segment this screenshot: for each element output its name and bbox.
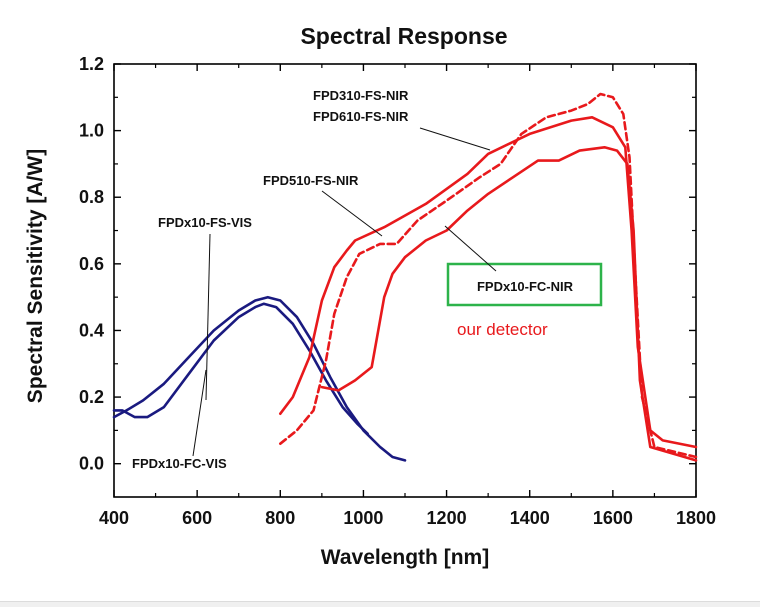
leader-fpd310-fpd610 [419,127,491,151]
leader-fpdx10-fc-vis [192,369,207,457]
series-layer [112,92,698,462]
window-bottom-strip [0,601,760,607]
annotation-layer: FPD310-FS-NIR FPD610-FS-NIR FPD510-FS-NIR F… [132,88,603,471]
annotation-fpd610-fs-nir: FPD610-FS-NIR [313,109,409,124]
y-axis-label: Spectral Sensitivity [A/W] [24,149,47,403]
x-tick-label: 600 [182,508,212,528]
x-tick-label: 800 [265,508,295,528]
leader-fpd510 [321,190,383,237]
plot-area [113,63,697,498]
highlight-box-fpdx10-fc-nir [446,262,603,307]
x-tick-label: 1200 [427,508,467,528]
x-tick-label: 1600 [593,508,633,528]
annotation-fpdx10-fc-vis: FPDx10-FC-VIS [132,456,227,471]
y-tick-label: 0.6 [79,254,104,274]
series-line-2 [112,302,369,435]
y-tick-label: 0.4 [79,320,104,340]
annotation-fpdx10-fs-vis: FPDx10-FS-VIS [158,215,252,230]
annotation-fpd310-fs-nir: FPD310-FS-NIR [313,88,409,103]
annotation-fpd510-fs-nir: FPD510-FS-NIR [263,173,359,188]
y-tick-label: 0.2 [79,387,104,407]
series-line-4 [279,92,698,459]
x-tick-label: 1000 [343,508,383,528]
annotation-fpdx10-fc-nir: FPDx10-FC-NIR [477,279,574,294]
chart-title: Spectral Response [300,23,507,49]
annotation-our-detector: our detector [457,320,548,339]
x-tick-label: 400 [99,508,129,528]
y-tick-label: 0.0 [79,454,104,474]
x-axis-label: Wavelength [nm] [321,546,489,569]
series-line-1 [112,295,407,462]
ticks-layer: 400 600 800 1000 1200 1400 1600 1800 0.0 0.2 0.4 0.… [79,54,716,528]
x-tick-label: 1800 [676,508,716,528]
y-tick-label: 1.2 [79,54,104,74]
y-tick-label: 0.8 [79,187,104,207]
plot-frame [113,63,697,498]
leader-fpdx10-fs-vis [205,233,211,401]
leader-fpdx10-fc-nir [444,225,497,272]
x-tick-label: 1400 [510,508,550,528]
series-line-5 [320,146,698,462]
y-tick-label: 1.0 [79,121,104,141]
